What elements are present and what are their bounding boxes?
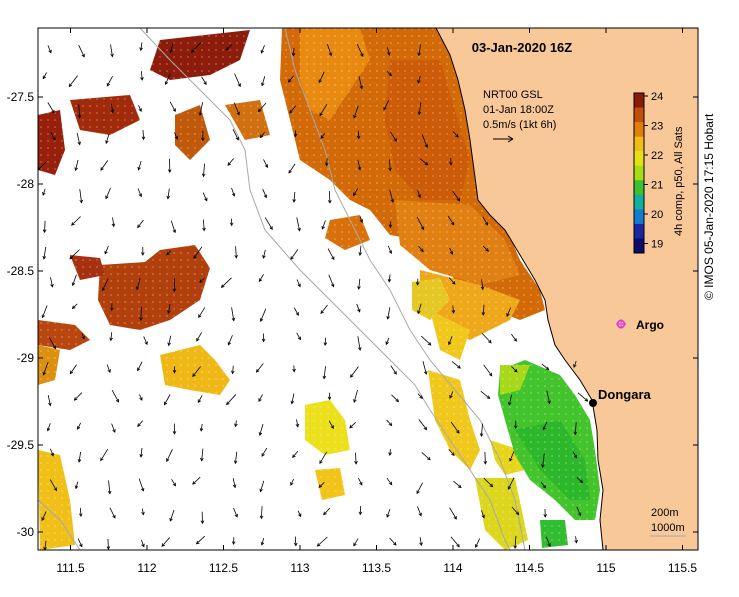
x-tick-label: 115.5 (668, 561, 697, 575)
dongara-marker (589, 399, 597, 407)
colorbar-segment (634, 166, 644, 181)
product-line-3: 0.5m/s (1kt 6h) (483, 119, 556, 131)
colorbar-segment (634, 224, 644, 239)
map-title: 03-Jan-2020 16Z (472, 40, 573, 55)
colorbar-segment (634, 137, 644, 152)
credit-text: © IMOS 05-Jan-2020 17:15 Hobart (700, 50, 720, 300)
y-tick-label: -29.5 (7, 438, 35, 452)
y-tick-label: -29 (17, 351, 35, 365)
isobath-1000m-label: 1000m (651, 522, 685, 534)
colorbar-segment (634, 209, 644, 224)
colorbar-segment (634, 238, 644, 253)
colorbar-segment (634, 195, 644, 210)
product-line-2: 01-Jan 18:00Z (483, 104, 554, 116)
y-tick-label: -28 (17, 177, 35, 191)
x-tick-label: 113.5 (362, 561, 391, 575)
x-tick-label: 115 (596, 561, 615, 575)
product-line-1: NRT00 GSL (483, 89, 543, 101)
colorbar-segment (634, 151, 644, 166)
colorbar-segment (634, 122, 644, 137)
colorbar-label: 4h comp, p50, All Sats (673, 126, 685, 236)
y-tick-label: -30 (17, 525, 35, 539)
colorbar-segment (634, 108, 644, 123)
y-tick-label: -28.5 (7, 264, 35, 278)
colorbar-tick-label: 21 (651, 180, 663, 192)
colorbar-tick-label: 23 (651, 121, 663, 133)
colorbar-tick-label: 22 (651, 150, 663, 162)
x-tick-label: 114.5 (515, 561, 544, 575)
x-tick-label: 111.5 (56, 561, 85, 575)
colorbar-tick-label: 20 (651, 209, 663, 221)
x-tick-label: 112 (137, 561, 156, 575)
y-tick-label: -27.5 (7, 90, 35, 104)
current-vector (108, 539, 109, 549)
dongara-label: Dongara (598, 387, 652, 402)
colorbar-tick-label: 24 (651, 91, 663, 103)
x-tick-label: 112.5 (209, 561, 238, 575)
x-tick-label: 113 (290, 561, 309, 575)
isobath-200m-label: 200m (651, 507, 679, 519)
colorbar-segment (634, 180, 644, 195)
x-tick-label: 114 (443, 561, 462, 575)
argo-label: Argo (636, 318, 664, 332)
colorbar-segment (634, 93, 644, 108)
colorbar-tick-label: 19 (651, 239, 663, 251)
